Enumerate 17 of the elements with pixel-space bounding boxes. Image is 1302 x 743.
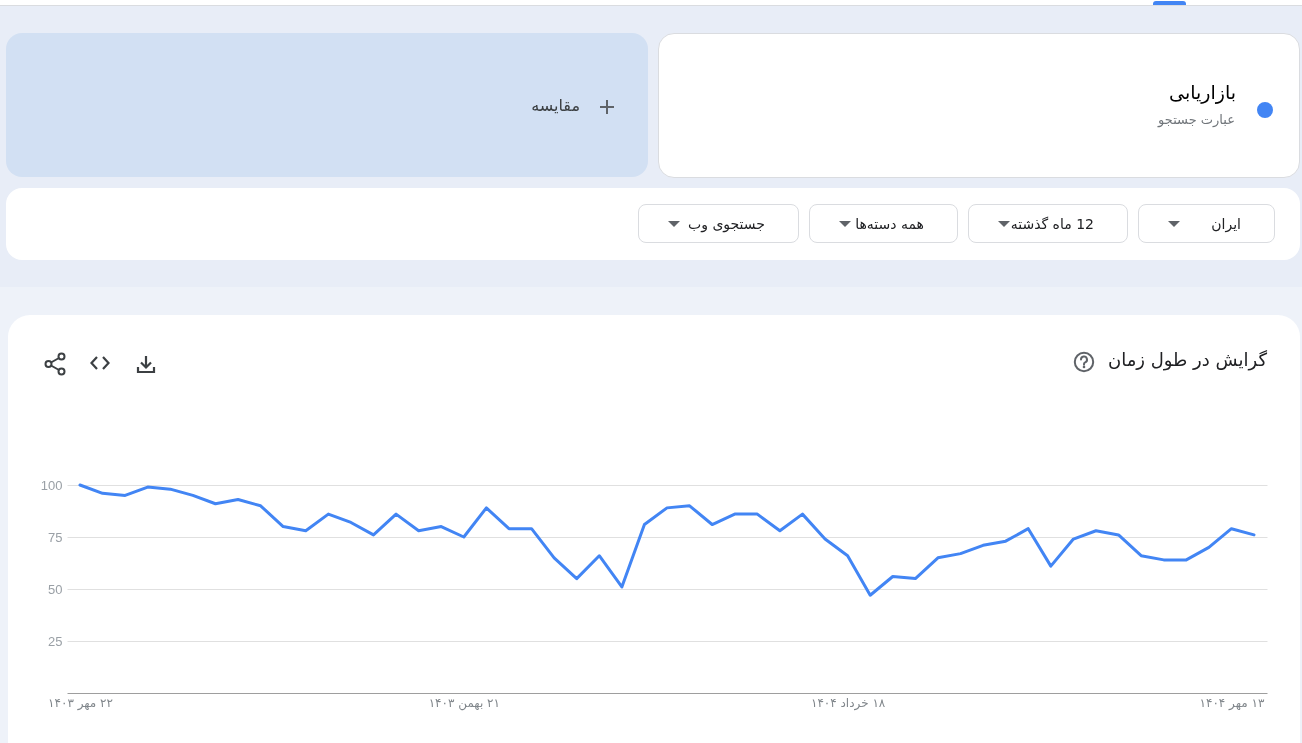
text: جستجوی وب	[688, 215, 765, 232]
x-tick-label: ۱۳ مهر ۱۴۰۴	[1199, 695, 1265, 711]
x-tick-label: ۲۲ مهر ۱۴۰۳	[48, 695, 113, 711]
text: عبارت جستجو	[1158, 112, 1235, 127]
x-tick-label: ۱۸ خرداد ۱۴۰۴	[810, 695, 886, 711]
text: بازاریابی	[1169, 81, 1236, 103]
y-tick-label: 75	[48, 529, 63, 545]
chart-title: گرایش در طول زمان	[1107, 349, 1267, 370]
line-series	[78, 483, 1256, 597]
text: ایران	[1211, 215, 1241, 232]
y-tick-label: 50	[48, 581, 63, 597]
text: همه دسته‌ها	[855, 215, 924, 232]
text: 12 ماه گذشته	[1010, 215, 1094, 232]
x-tick-label: ۲۱ بهمن ۱۴۰۳	[428, 695, 500, 711]
y-tick-label: 100	[40, 477, 63, 493]
y-tick-label: 25	[48, 633, 63, 649]
text: مقایسه	[531, 96, 580, 115]
